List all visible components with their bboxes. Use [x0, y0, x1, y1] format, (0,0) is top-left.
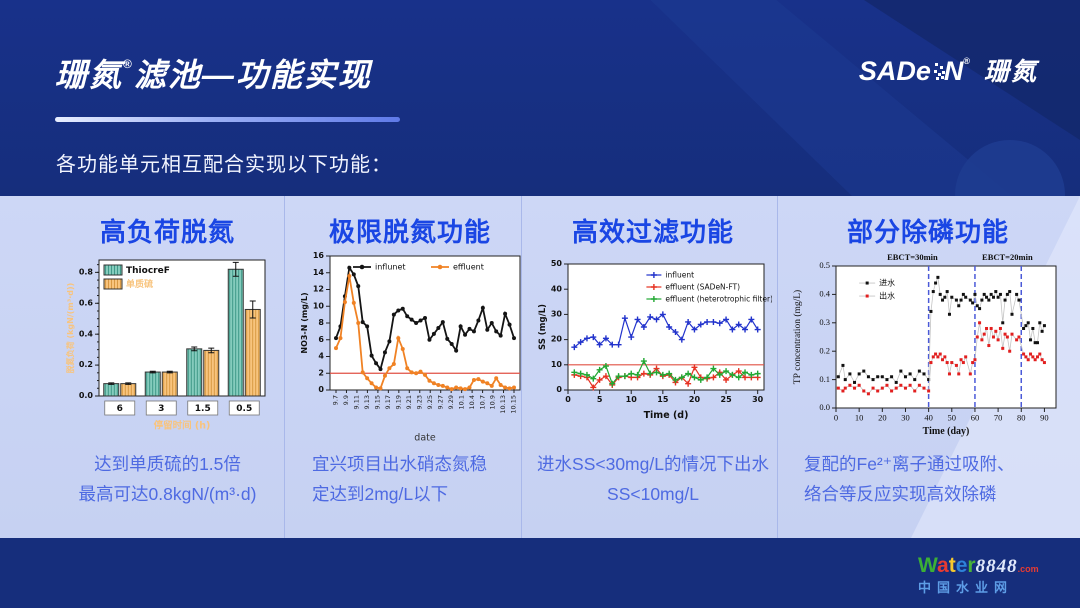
logo-registered-mark: ® — [963, 56, 970, 66]
registered-mark: ® — [123, 57, 134, 71]
panel-caption: 达到单质硫的1.5倍 最高可达0.8kgN/(m³·d) — [78, 454, 257, 504]
water-colored-letters: Water — [918, 554, 976, 577]
slide-subtitle: 各功能单元相互配合实现以下功能： — [56, 154, 392, 176]
footer-bar: Water8848.com 中国水业网 — [0, 538, 1080, 608]
logo-text-n: N — [943, 56, 964, 86]
water-dotcom: .com — [1017, 564, 1039, 574]
panel-ultimate-denitrification: 极限脱氮功能 宜兴项目出水硝态氮稳 定达到2mg/L以下 — [290, 196, 530, 538]
water-number: 8848 — [975, 556, 1018, 577]
title-underline — [55, 117, 400, 122]
panel-divider — [284, 196, 285, 538]
panel-caption: 宜兴项目出水硝态氮稳 定达到2mg/L以下 — [312, 454, 487, 504]
title-brand: 珊氮 — [55, 57, 124, 93]
panel-divider — [777, 196, 778, 538]
background-diagonal-shape — [650, 0, 1012, 196]
panel-high-load-denitrification: 高负荷脱氮 达到单质硫的1.5倍 最高可达0.8kgN/(m³·d) — [45, 196, 290, 538]
charts-band: 高负荷脱氮 达到单质硫的1.5倍 最高可达0.8kgN/(m³·d) 极限脱氮功… — [0, 196, 1080, 538]
logo-text-cn: 珊氮 — [983, 58, 1038, 86]
bar-chart-denitrification-load — [61, 250, 273, 436]
scatter-chart-tp — [788, 244, 1068, 444]
brand-logo: SADe N® 珊氮 — [859, 52, 1038, 88]
panel-title: 高效过滤功能 — [571, 217, 734, 247]
water8848-logo: Water8848.com 中国水业网 — [918, 554, 1068, 595]
panel-caption: 复配的Fe²⁺离子通过吸附、 络合等反应实现高效除磷 — [804, 454, 1015, 504]
panel-title: 极限脱氮功能 — [328, 217, 491, 247]
line-chart-ss — [536, 256, 772, 424]
page-title: 珊氮®滤池—功能实现 — [55, 50, 372, 96]
line-chart-no3n — [296, 248, 528, 446]
panel-high-efficiency-filtration: 高效过滤功能 进水SS<30mg/L的情况下出水 SS<10mg/L — [528, 196, 778, 538]
title-rest: 滤池—功能实现 — [133, 57, 372, 93]
logo-text-sade: SADe — [858, 56, 931, 86]
panel-title: 部分除磷功能 — [846, 217, 1009, 247]
water-cn-name: 中国水业网 — [918, 579, 1014, 595]
water8848-wordmark: Water8848.com — [918, 554, 1068, 578]
logo-dots-icon — [933, 62, 944, 80]
panel-title: 高负荷脱氮 — [99, 217, 235, 247]
panel-partial-phosphorus-removal: 部分除磷功能 复配的Fe²⁺离子通过吸附、 络合等反应实现高效除磷 — [782, 196, 1074, 538]
panel-caption: 进水SS<30mg/L的情况下出水 SS<10mg/L — [537, 454, 769, 504]
